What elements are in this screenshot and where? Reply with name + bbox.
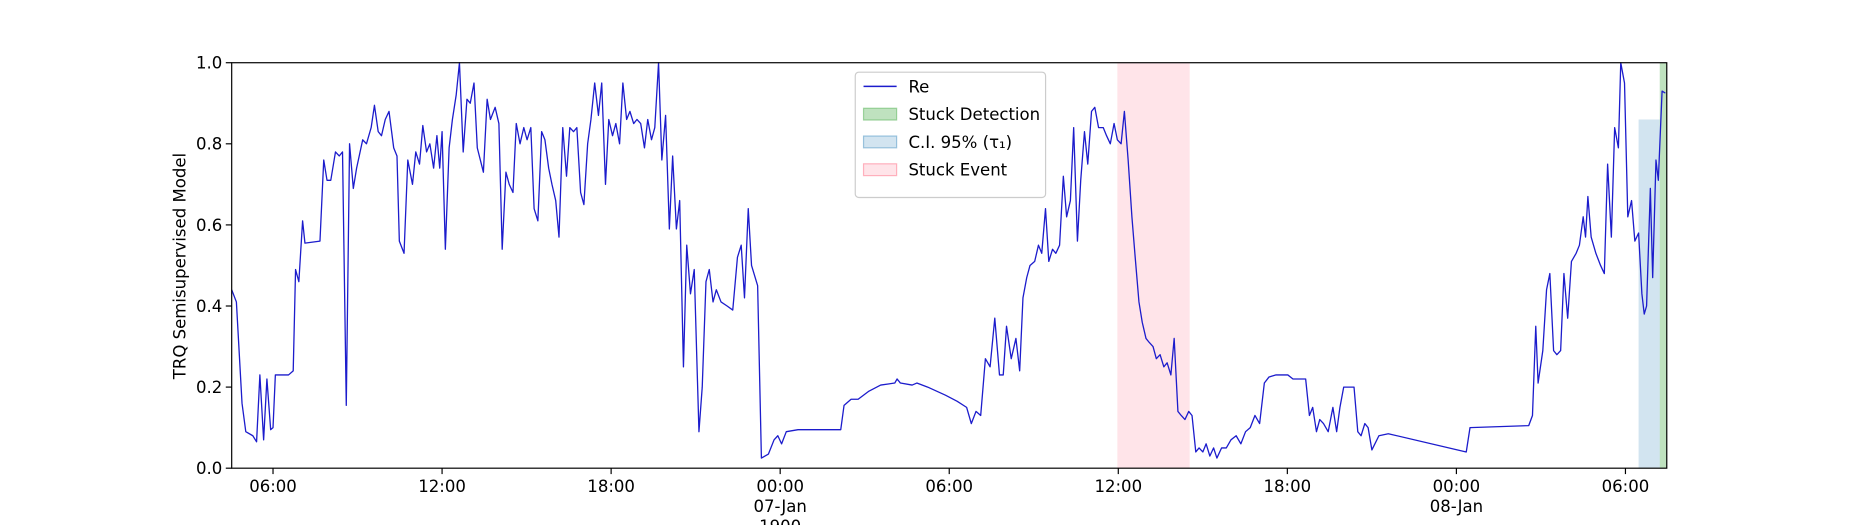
y-tick-label: 0.0 <box>196 459 222 478</box>
x-tick-label: 06:00 <box>925 477 973 496</box>
x-tick-label-line: 06:00 <box>249 477 297 496</box>
legend-patch <box>862 107 898 121</box>
y-tick-label: 0.6 <box>196 216 222 235</box>
y-tick-label: 0.4 <box>196 297 222 316</box>
x-tick-label-line: 06:00 <box>925 477 973 496</box>
x-tick-label: 18:00 <box>1264 477 1312 496</box>
legend-label: C.I. 95% (τ₁) <box>908 133 1012 152</box>
x-tick-label-line: 08-Jan <box>1430 497 1483 516</box>
x-tick-label-line: 18:00 <box>1264 477 1312 496</box>
y-tick-label: 0.8 <box>196 135 222 154</box>
x-tick-label: 12:00 <box>1094 477 1142 496</box>
x-tick-label: 18:00 <box>587 477 635 496</box>
x-tick-label-line: 1900 <box>759 517 801 525</box>
x-tick-label-line: 12:00 <box>1094 477 1142 496</box>
x-tick-label: 06:00 <box>1602 477 1650 496</box>
legend-label: Stuck Event <box>908 161 1007 180</box>
x-tick-label-line: 07-Jan <box>753 497 806 516</box>
span <box>1117 62 1190 469</box>
x-tick-label-line: 00:00 <box>756 477 804 496</box>
x-tick-label-line: 00:00 <box>1433 477 1481 496</box>
line <box>231 62 1666 459</box>
legend-patch <box>862 163 898 177</box>
x-tick-label-line: 12:00 <box>418 477 466 496</box>
x-tick-label: 12:00 <box>418 477 466 496</box>
y-tick-label: 1.0 <box>196 54 222 73</box>
legend-label: Re <box>908 77 929 96</box>
span <box>1659 62 1667 469</box>
x-tick-label-line: 06:00 <box>1602 477 1650 496</box>
legend-patch <box>862 135 898 149</box>
x-tick-label-line: 18:00 <box>587 477 635 496</box>
x-tick-label: 06:00 <box>249 477 297 496</box>
x-tick-label: 00:00 08-Jan <box>1430 477 1483 516</box>
y-axis-label: TRQ Semisupervised Model <box>171 153 190 380</box>
legend-label: Stuck Detection <box>908 105 1040 124</box>
legend-box <box>854 71 1047 199</box>
y-tick-label: 0.2 <box>196 378 222 397</box>
